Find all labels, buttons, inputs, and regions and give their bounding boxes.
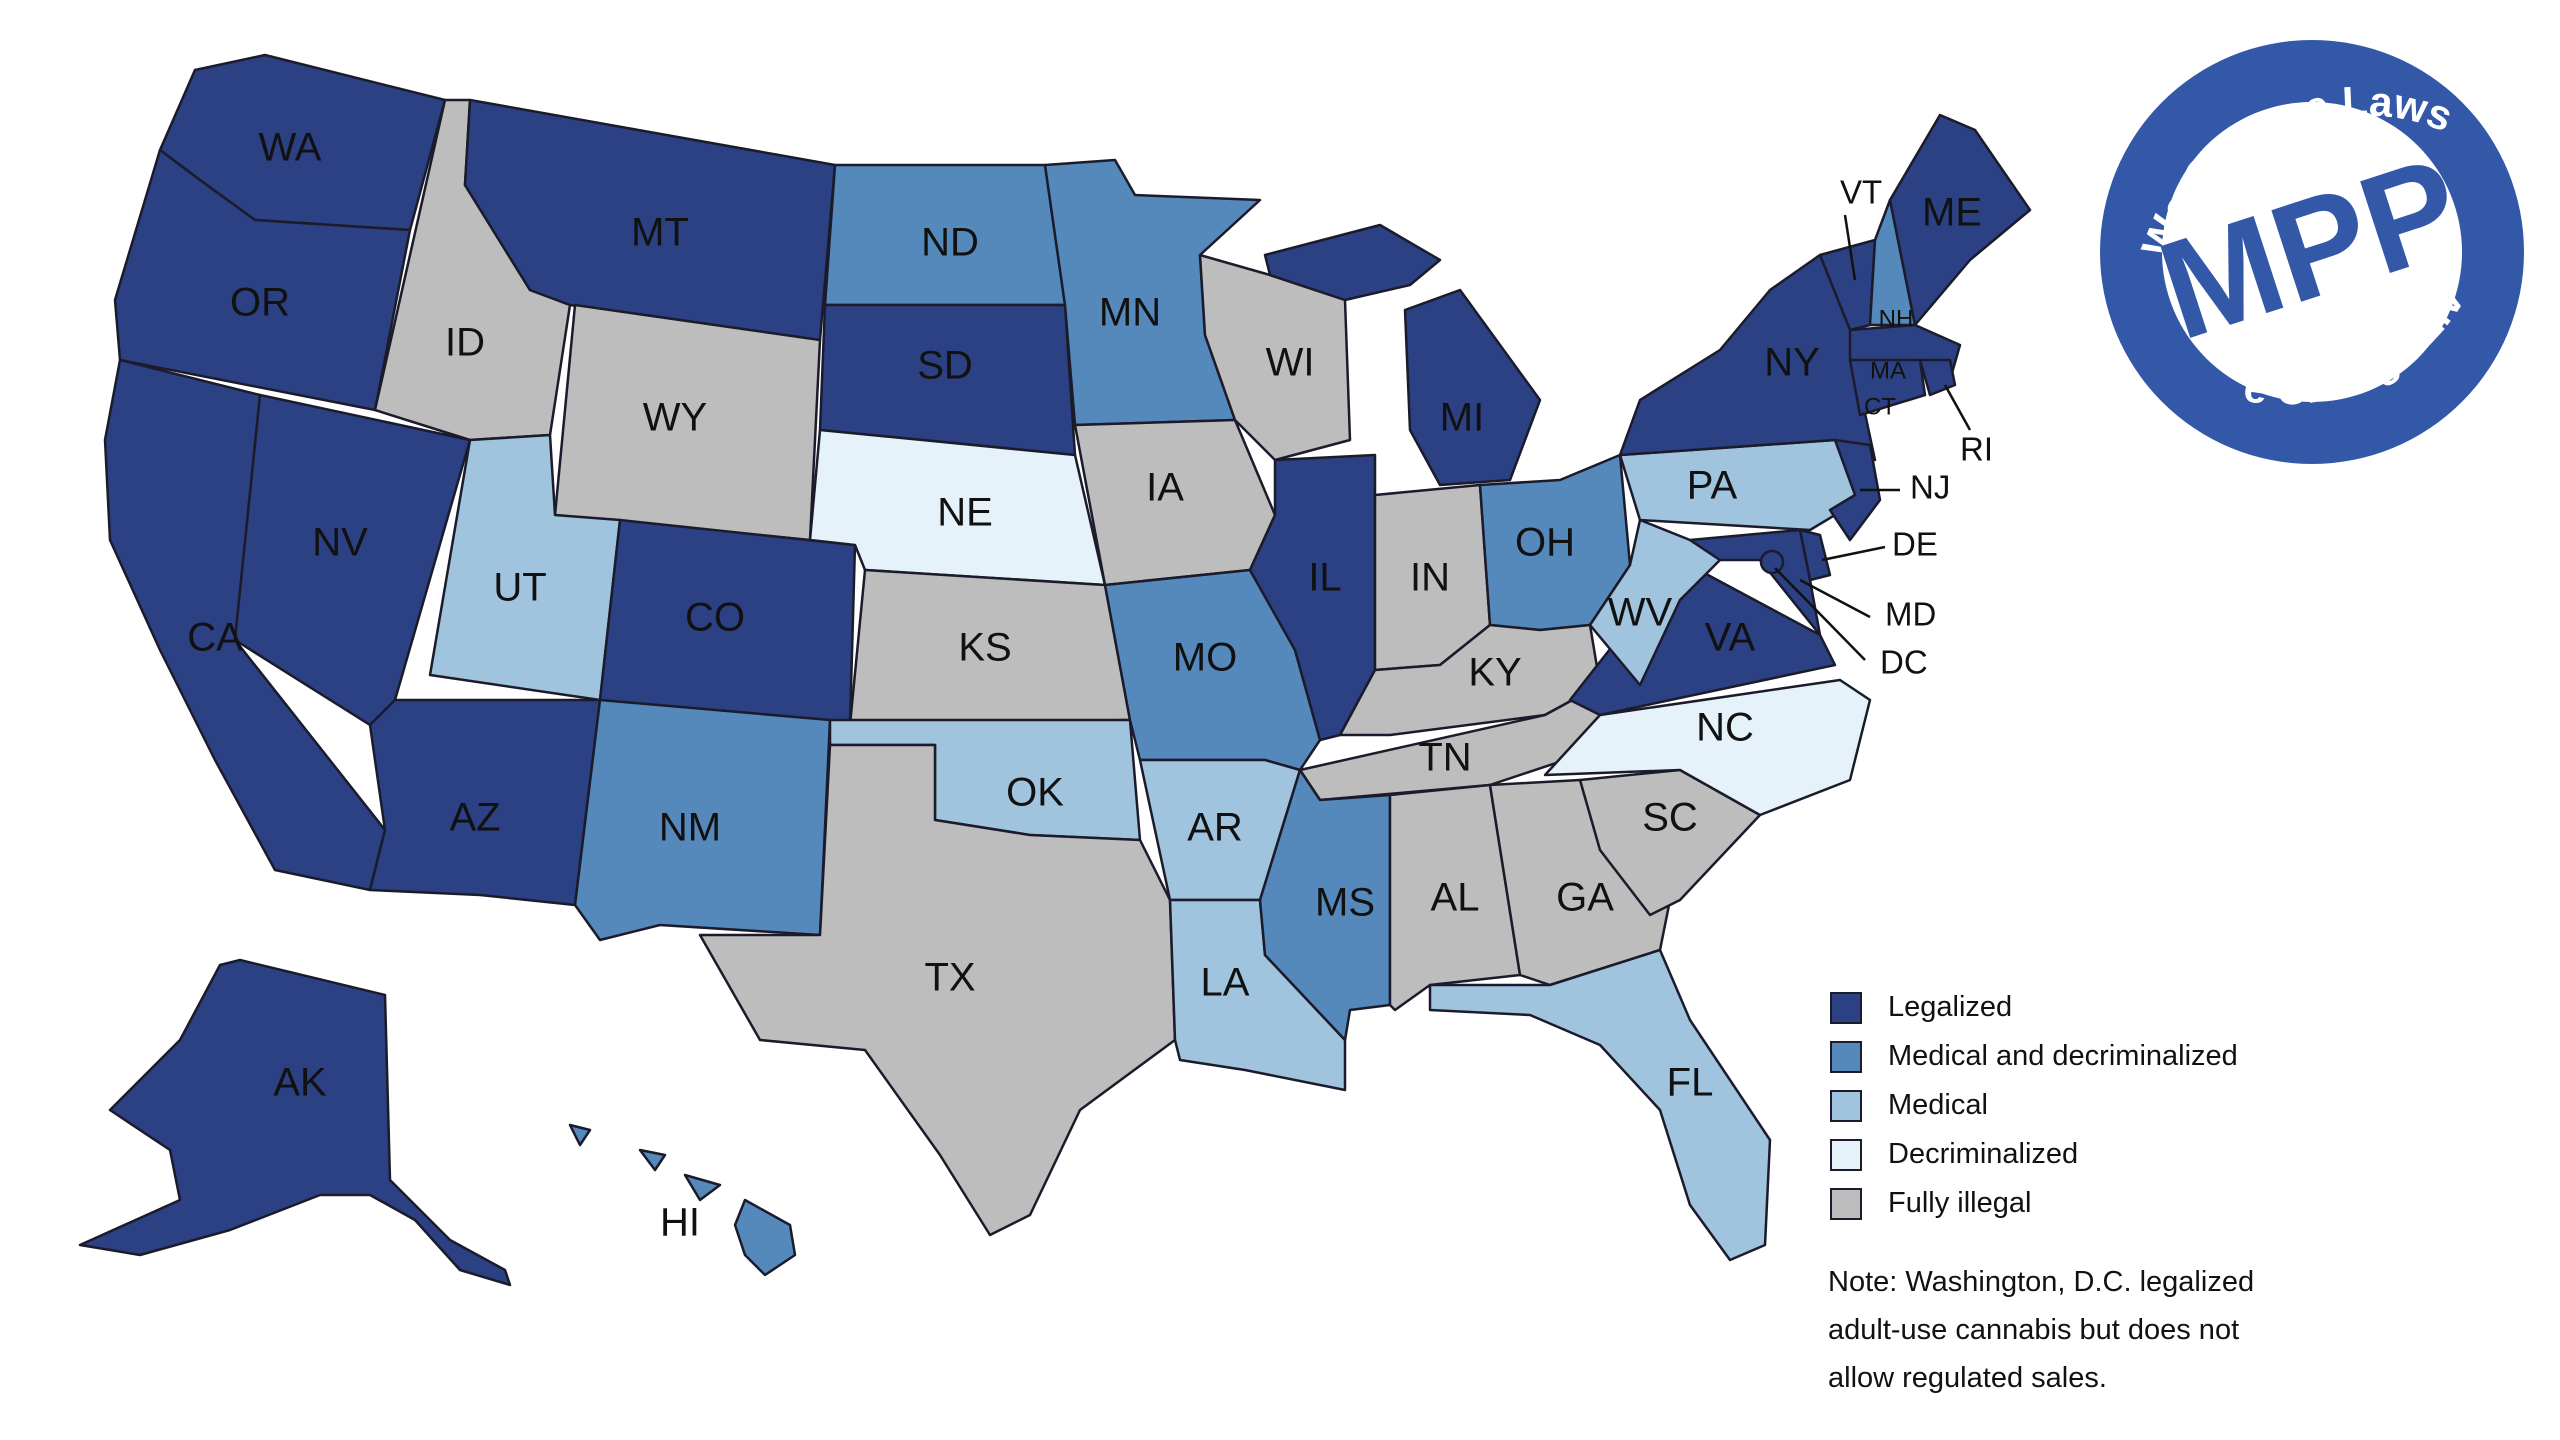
- callout-line-md: [1799, 578, 1871, 619]
- state-label-md: MD: [1885, 596, 1936, 633]
- state-label-or: OR: [230, 281, 290, 325]
- state-label-wa: WA: [259, 126, 322, 170]
- state-label-in: IN: [1410, 556, 1450, 600]
- state-label-nc: NC: [1696, 706, 1754, 750]
- state-label-ri: RI: [1960, 431, 1993, 468]
- state-label-tx: TX: [924, 956, 975, 1000]
- note-text: Note: Washington, D.C. legalized adult-u…: [1828, 1266, 2255, 1394]
- state-label-pa: PA: [1687, 464, 1738, 508]
- legend-swatch: [1830, 1138, 1862, 1171]
- state-ak: [78, 958, 512, 1287]
- state-label-ak: AK: [273, 1061, 327, 1105]
- logo-inner-circle: [2162, 102, 2462, 402]
- state-label-ct: CT: [1864, 393, 1896, 420]
- legend-item-medical-decrim: Medical and decriminalized: [1830, 1032, 2430, 1081]
- legend-label: Decriminalized: [1888, 1138, 2079, 1170]
- state-label-dc: DC: [1880, 644, 1928, 681]
- state-label-ia: IA: [1146, 466, 1184, 510]
- state-label-wi: WI: [1266, 341, 1315, 385]
- state-label-ca: CA: [187, 616, 243, 660]
- state-label-hi: HI: [660, 1201, 700, 1245]
- state-label-ut: UT: [493, 566, 546, 610]
- state-label-mn: MN: [1099, 291, 1161, 335]
- state-label-ky: KY: [1468, 651, 1521, 695]
- state-label-va: VA: [1705, 616, 1756, 660]
- callout-line-vt: [1843, 214, 1857, 281]
- state-label-ny: NY: [1764, 341, 1820, 385]
- legend-item-medical: Medical: [1830, 1081, 2430, 1130]
- legend-swatch: [1830, 1089, 1862, 1122]
- state-nc: [1543, 678, 1872, 817]
- legend: Legalized Medical and decriminalized Medic…: [1830, 983, 2430, 1228]
- state-label-az: AZ: [449, 796, 500, 840]
- state-nj: [1828, 438, 1882, 542]
- state-md: [1688, 528, 1822, 637]
- state-label-al: AL: [1431, 876, 1480, 920]
- state-label-me: ME: [1922, 191, 1982, 235]
- callout-line-dc: [1774, 567, 1866, 661]
- state-label-sd: SD: [917, 344, 973, 388]
- state-label-wy: WY: [643, 396, 707, 440]
- legend-label: Legalized: [1888, 991, 2013, 1023]
- state-label-nm: NM: [659, 806, 721, 850]
- callout-line-ri: [1943, 384, 1972, 431]
- state-tx: [698, 743, 1177, 1237]
- state-label-tn: TN: [1418, 736, 1471, 780]
- state-label-id: ID: [445, 321, 485, 365]
- state-label-ga: GA: [1556, 876, 1614, 920]
- callout-line-de: [1821, 545, 1886, 562]
- state-or: [113, 148, 412, 412]
- state-label-nv: NV: [312, 521, 368, 565]
- legend-label: Medical and decriminalized: [1888, 1040, 2238, 1072]
- state-mi: [1263, 223, 1542, 487]
- state-ct: [1848, 358, 1927, 417]
- state-label-sc: SC: [1642, 796, 1698, 840]
- state-label-mt: MT: [631, 211, 689, 255]
- legend-label: Fully illegal: [1888, 1187, 2032, 1219]
- state-label-ma: MA: [1870, 357, 1906, 384]
- state-label-mi: MI: [1440, 396, 1484, 440]
- state-ky: [1338, 623, 1602, 737]
- legend-label: Medical: [1888, 1089, 1988, 1121]
- state-label-ms: MS: [1315, 881, 1375, 925]
- legend-swatch: [1830, 1040, 1862, 1073]
- state-label-fl: FL: [1667, 1061, 1714, 1105]
- state-label-oh: OH: [1515, 521, 1575, 565]
- state-dc: [1759, 549, 1785, 575]
- legend-swatch: [1830, 991, 1862, 1024]
- state-label-nj: NJ: [1910, 469, 1950, 506]
- state-label-co: CO: [685, 596, 745, 640]
- state-label-il: IL: [1308, 556, 1341, 600]
- state-label-ks: KS: [958, 626, 1011, 670]
- state-label-ok: OK: [1006, 771, 1064, 815]
- state-label-vt: VT: [1840, 174, 1882, 211]
- legend-item-decrim: Decriminalized: [1830, 1130, 2430, 1179]
- legend-item-legalized: Legalized: [1830, 983, 2430, 1032]
- state-hi: [568, 1123, 797, 1277]
- legend-item-illegal: Fully illegal: [1830, 1179, 2430, 1228]
- state-label-nd: ND: [921, 221, 979, 265]
- state-label-de: DE: [1892, 526, 1938, 563]
- state-label-ne: NE: [937, 491, 993, 535]
- legend-swatch: [1830, 1187, 1862, 1220]
- state-fl: [1428, 948, 1772, 1262]
- state-label-ar: AR: [1187, 806, 1243, 850]
- state-label-nh: NH: [1879, 305, 1914, 332]
- state-label-la: LA: [1201, 961, 1250, 1005]
- state-label-wv: WV: [1608, 591, 1673, 635]
- state-label-mo: MO: [1173, 636, 1237, 680]
